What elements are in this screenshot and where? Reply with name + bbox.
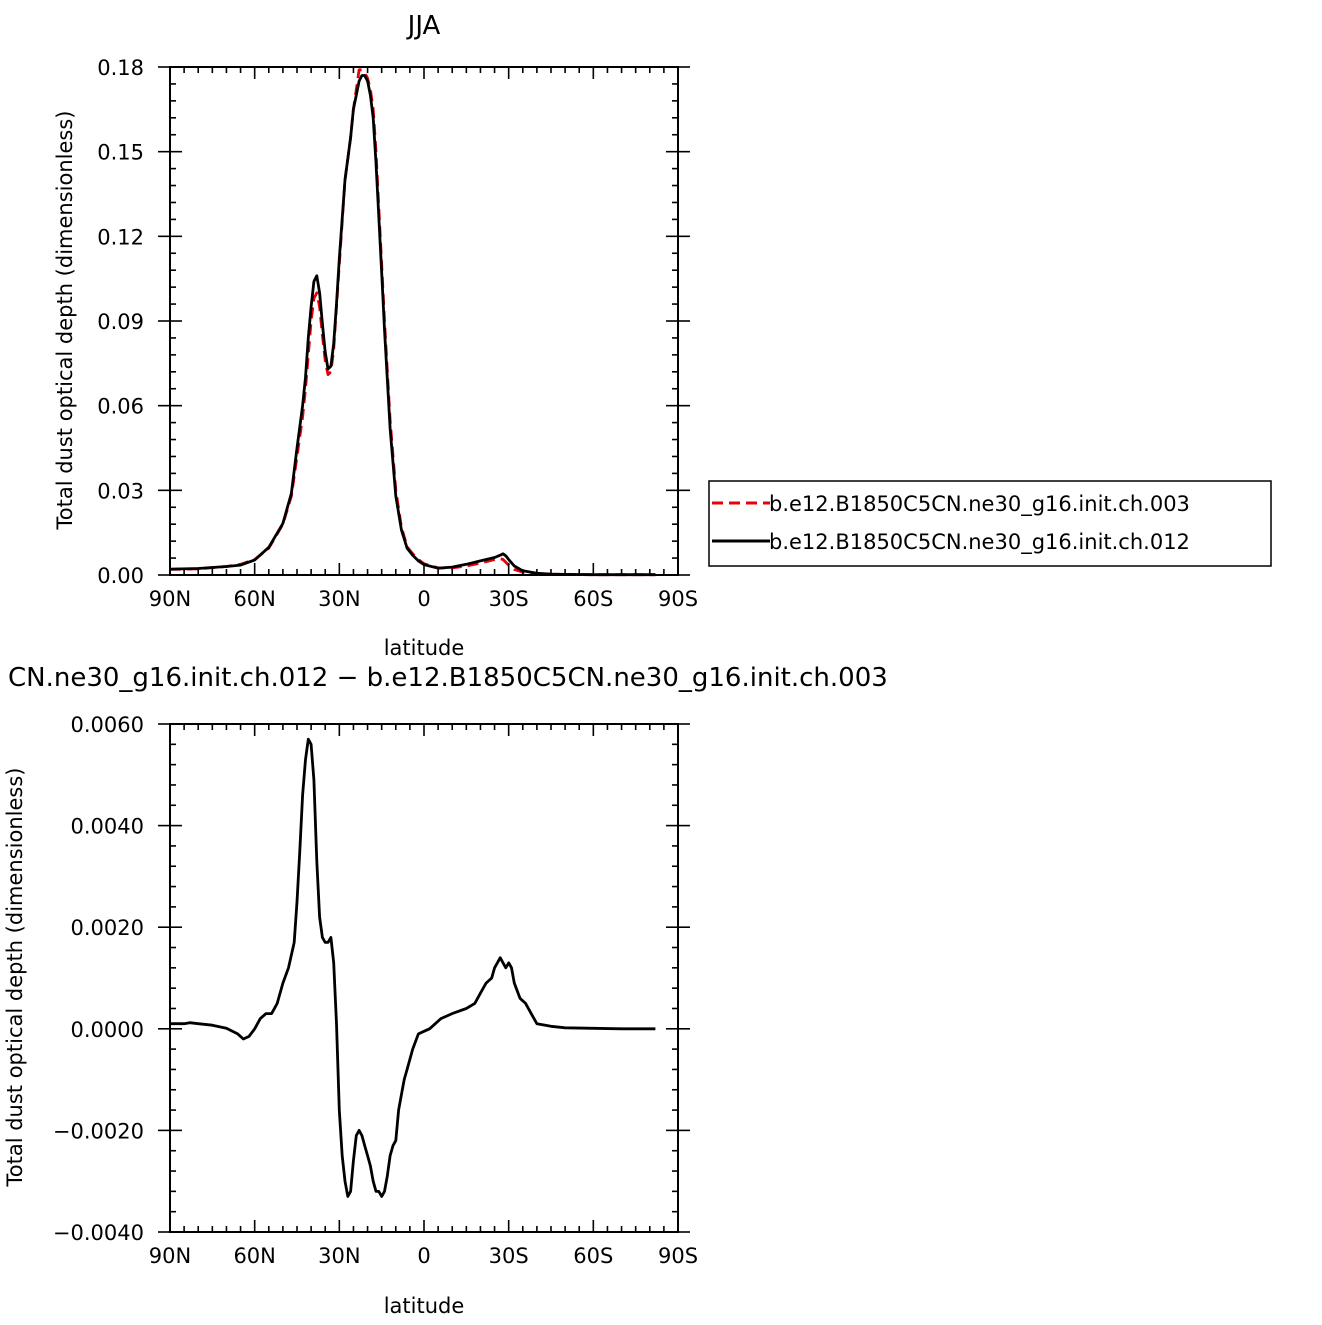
x-tick-label: 30S <box>489 1244 529 1268</box>
bottom-panel: CN.ne30_g16.init.ch.012 − b.e12.B1850C5C… <box>3 663 888 1318</box>
y-tick-label: 0.0040 <box>71 815 144 839</box>
legend-label-012: b.e12.B1850C5CN.ne30_g16.init.ch.012 <box>769 530 1190 555</box>
x-tick-label: 90N <box>149 1244 191 1268</box>
x-tick-label: 30N <box>318 1244 360 1268</box>
legend-label-003: b.e12.B1850C5CN.ne30_g16.init.ch.003 <box>769 492 1190 517</box>
y-tick-label: 0.06 <box>97 395 144 419</box>
y-tick-label: −0.0020 <box>53 1119 144 1143</box>
x-tick-label: 60S <box>573 587 613 611</box>
x-tick-label: 0 <box>417 587 430 611</box>
y-tick-label: 0.09 <box>97 310 144 334</box>
y-tick-label: −0.0040 <box>53 1221 144 1245</box>
x-tick-label: 30N <box>318 587 360 611</box>
plot-frame <box>169 723 679 1233</box>
top-plot-area: 90N 60N 30N 0 30S 60S 90S 0.00 0.03 0.06 0.09 0.12 0… <box>97 56 698 611</box>
legend-box <box>708 480 1272 567</box>
top-panel: JJA 90N 60N 30N 0 30S 60S 90S 0.00 0.03 0.06 0.09 0… <box>53 11 698 660</box>
legend: b.e12.B1850C5CN.ne30_g16.init.ch.003 b.e… <box>708 480 1272 567</box>
y-tick-label: 0.03 <box>97 479 144 503</box>
x-tick-label: 90S <box>658 1244 698 1268</box>
y-tick-label: 0.0000 <box>71 1018 144 1042</box>
bottom-x-axis-label: latitude <box>384 1294 465 1318</box>
series-line-1-0 <box>170 737 656 1198</box>
x-tick-label: 30S <box>489 587 529 611</box>
top-y-axis-label: Total dust optical depth (dimensionless) <box>53 111 77 531</box>
y-tick-label: 0.12 <box>97 225 144 249</box>
x-tick-label: 0 <box>417 1244 430 1268</box>
x-tick-label: 90S <box>658 587 698 611</box>
y-tick-label: 0.0020 <box>71 916 144 940</box>
x-tick-label: 90N <box>149 587 191 611</box>
x-tick-label: 60S <box>573 1244 613 1268</box>
bottom-y-axis-label: Total dust optical depth (dimensionless) <box>3 768 27 1188</box>
plot-frame <box>169 66 679 576</box>
x-tick-label: 60N <box>233 1244 275 1268</box>
bottom-chart-title: CN.ne30_g16.init.ch.012 − b.e12.B1850C5C… <box>8 663 888 693</box>
y-tick-label: 0.18 <box>97 56 144 80</box>
y-tick-label: 0.0060 <box>71 713 144 737</box>
y-tick-label: 0.15 <box>97 141 144 165</box>
y-tick-label: 0.00 <box>97 564 144 588</box>
bottom-plot-area: 90N 60N 30N 0 30S 60S 90S −0.0040 −0.0020 0.0000 0… <box>53 713 698 1268</box>
top-x-axis-label: latitude <box>384 636 465 660</box>
x-tick-label: 60N <box>233 587 275 611</box>
series-line-0-0 <box>169 68 656 577</box>
top-chart-title: JJA <box>406 11 441 41</box>
series-line-0-1 <box>169 74 656 577</box>
